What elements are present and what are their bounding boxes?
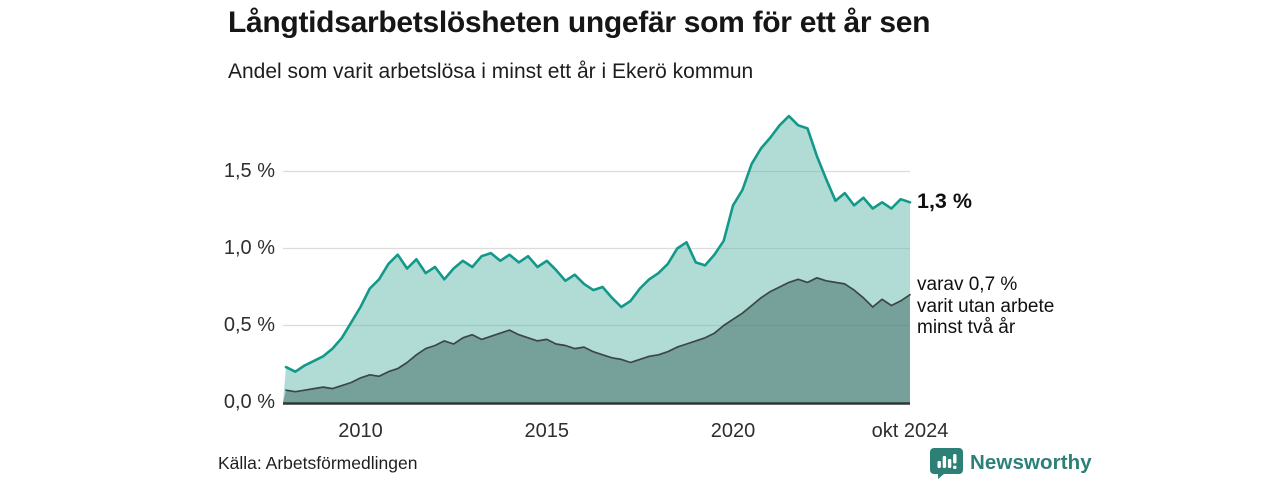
annotation-line-1: varav 0,7 % xyxy=(917,274,1018,295)
end-value-annotation: 1,3 % xyxy=(917,189,972,213)
newsworthy-logo-text: Newsworthy xyxy=(970,451,1092,474)
annotation-line-2: varit utan arbete xyxy=(917,295,1055,317)
chart-subtitle: Andel som varit arbetslösa i minst ett å… xyxy=(228,60,754,83)
x-axis-tick-label: okt 2024 xyxy=(871,420,949,442)
x-axis-tick-label: 2010 xyxy=(338,420,383,442)
secondary-series-annotation: varav 0,7 % varit utan arbete minst två … xyxy=(917,274,1054,339)
series-area-2 xyxy=(283,277,910,403)
newsworthy-brand: Newsworthy xyxy=(930,446,1092,480)
annotation-line-3: minst två år xyxy=(917,317,1016,338)
source-credit: Källa: Arbetsförmedlingen xyxy=(218,453,418,473)
x-axis-tick-label: 2015 xyxy=(524,420,570,442)
y-axis-tick-label: 0,0 % xyxy=(223,390,275,413)
y-axis-tick-label: 0,5 % xyxy=(223,313,275,336)
y-axis-tick-label: 1,5 % xyxy=(223,159,275,182)
series-line-1 xyxy=(284,114,912,373)
series-area-1 xyxy=(283,116,910,403)
x-axis-tick-label: 2020 xyxy=(710,420,756,442)
newsworthy-logo-icon xyxy=(930,448,963,479)
series-line-2 xyxy=(285,276,911,393)
page-title: Långtidsarbetslösheten ungefär som för e… xyxy=(228,6,931,39)
y-axis-tick-label: 1,0 % xyxy=(223,236,275,259)
